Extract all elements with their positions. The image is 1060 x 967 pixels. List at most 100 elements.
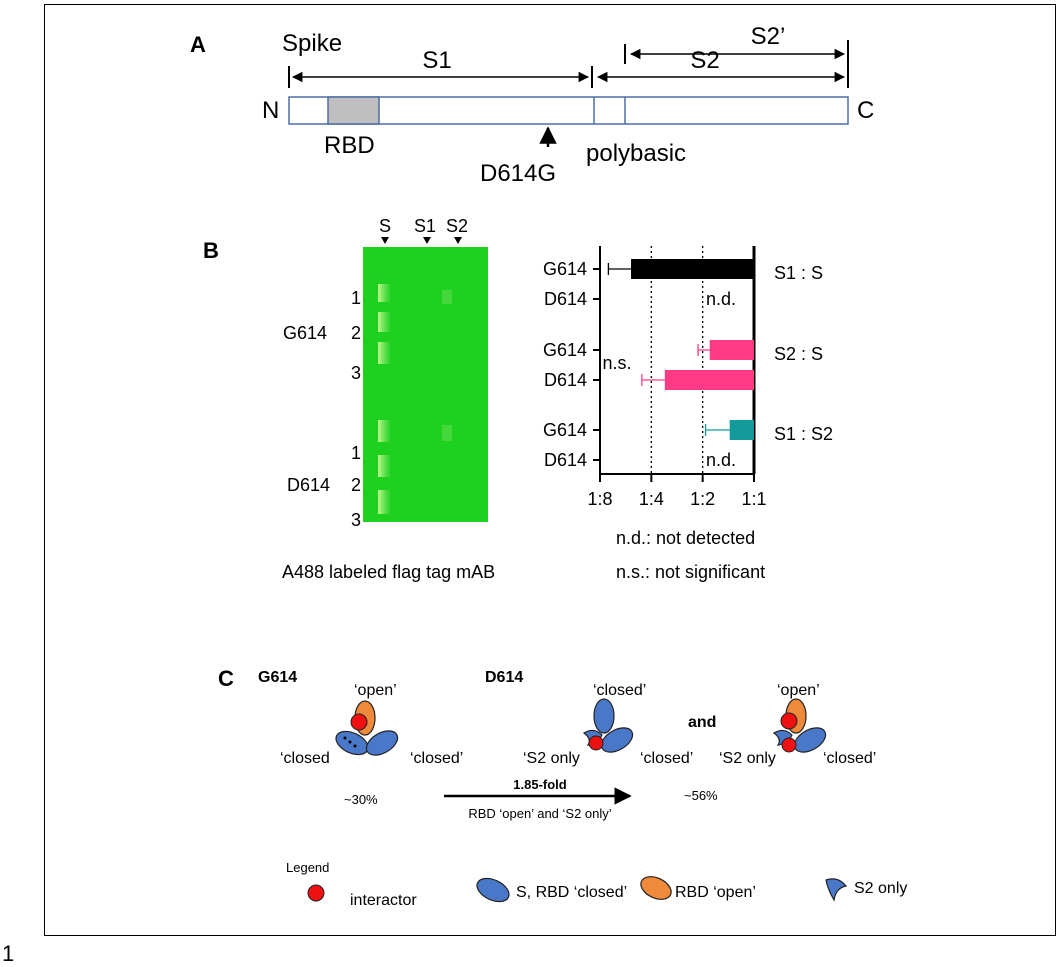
g614-trimer-model <box>335 700 399 756</box>
n-terminus-label: N <box>262 97 279 124</box>
g614-percent: ~30% <box>344 792 378 807</box>
gel-band <box>378 490 390 514</box>
x-tick-label: 1:4 <box>639 489 664 509</box>
y-category-label: G614 <box>543 340 587 360</box>
interactor-shape <box>780 712 798 730</box>
group-label-d614: D614 <box>287 475 330 495</box>
significance-annotation: n.s. <box>602 353 631 373</box>
gel-row-labels: 1 2 3 G614 1 2 3 D614 <box>283 288 361 530</box>
fold-change-caption: RBD ‘open’ and ‘S2 only’ <box>468 806 611 821</box>
ratio-bar-chart: 1:8 1:4 1:2 1:1 G614 D614 n.d. S1 : S G614 D614 S2… <box>543 246 833 509</box>
ratio-group-label: S2 : S <box>774 344 823 364</box>
d614-model2-right-label: ‘closed’ <box>823 750 876 767</box>
dot-marker <box>343 736 347 740</box>
panel-b: B S S1 S2 1 2 3 G614 1 2 <box>203 216 833 582</box>
ratio-group-label: S1 : S2 <box>774 424 833 444</box>
ratio-group-label: S1 : S <box>774 263 823 283</box>
bar <box>664 370 754 390</box>
s2-label: S2 <box>690 47 719 74</box>
rbd-box <box>327 96 380 125</box>
gel-band <box>378 312 390 332</box>
legend-open-swatch <box>640 876 672 900</box>
y-category-label: G614 <box>543 420 587 440</box>
y-category-label: D614 <box>544 450 587 470</box>
gel-lane-markers: S S1 S2 <box>379 216 468 244</box>
legend-closed-swatch <box>476 877 510 903</box>
d614-model1-top-label: ‘closed’ <box>593 682 646 699</box>
lane-marker-arrow-s1 <box>423 237 431 244</box>
y-category-label: D614 <box>544 370 587 390</box>
d614-model1-left-label: ‘S2 only <box>523 750 580 767</box>
panel-c: C G614 D614 ‘open’ ‘closed ‘closed’ ~30%… <box>218 666 907 909</box>
gel-band <box>378 420 390 442</box>
g614-closed-right-label: ‘closed’ <box>410 750 463 767</box>
s1-label: S1 <box>422 47 451 74</box>
x-tick-label: 1:1 <box>741 489 766 509</box>
lane-marker-s: S <box>379 216 391 236</box>
legend-closed-label: S, RBD ‘closed’ <box>516 884 627 901</box>
lane-marker-s2: S2 <box>446 216 468 236</box>
g614-title: G614 <box>258 669 297 686</box>
replicate-label: 2 <box>351 475 361 495</box>
interactor-shape <box>350 713 368 731</box>
y-category-label: G614 <box>543 259 587 279</box>
rbd-closed-shape <box>593 698 615 734</box>
bar <box>631 259 754 279</box>
d614-model2-left-label: ‘S2 only <box>719 750 776 767</box>
x-tick-label: 1:8 <box>587 489 612 509</box>
gel-band <box>442 290 452 304</box>
gel-band <box>378 455 390 477</box>
panel-c-legend: Legend interactor S, RBD ‘closed’ RBD ‘o… <box>286 860 907 909</box>
s2prime-label: S2’ <box>751 23 786 50</box>
gel-bands <box>378 284 452 514</box>
dot-marker <box>353 744 357 748</box>
note-not-detected: n.d.: not detected <box>616 528 755 548</box>
d614g-label: D614G <box>480 160 556 187</box>
legend-title: Legend <box>286 860 329 875</box>
replicate-label: 3 <box>351 510 361 530</box>
not-detected-annotation: n.d. <box>706 289 736 309</box>
lane-marker-s1: S1 <box>414 216 436 236</box>
d614-model1-right-label: ‘closed’ <box>640 750 693 767</box>
replicate-label: 1 <box>351 288 361 308</box>
x-tick-label: 1:2 <box>690 489 715 509</box>
page-number: 1 <box>2 941 15 966</box>
spike-domain-bar <box>288 96 849 125</box>
replicate-label: 1 <box>351 443 361 463</box>
c-terminus-label: C <box>857 97 874 124</box>
legend-interactor-label: interactor <box>350 892 417 909</box>
d614-title: D614 <box>485 669 523 686</box>
dot-marker <box>348 740 352 744</box>
bar <box>709 340 754 360</box>
figure-frame <box>44 4 1056 936</box>
panel-a: A Spike S1 S2 S2’ N C RBD D614G polybasi… <box>190 23 874 187</box>
d614-closed-model <box>582 698 634 753</box>
legend-s2only-swatch <box>825 878 848 902</box>
d614-open-model <box>772 698 827 753</box>
not-detected-annotation: n.d. <box>706 450 736 470</box>
d614-model2-top-label: ‘open’ <box>777 682 820 699</box>
gel-band <box>378 342 390 364</box>
legend-interactor-swatch <box>307 884 325 902</box>
interactor-shape <box>588 735 604 751</box>
panel-b-label: B <box>203 238 219 263</box>
rbd-label: RBD <box>324 132 375 159</box>
legend-open-label: RBD ‘open’ <box>675 884 756 901</box>
note-not-significant: n.s.: not significant <box>616 562 765 582</box>
and-label: and <box>688 714 716 731</box>
g614-closed-left-label: ‘closed <box>280 750 330 767</box>
gel-caption: A488 labeled flag tag mAB <box>282 562 495 582</box>
lane-marker-arrow-s <box>381 237 389 244</box>
polybasic-label: polybasic <box>586 140 686 167</box>
y-category-label: D614 <box>544 289 587 309</box>
lane-marker-arrow-s2 <box>454 237 462 244</box>
gel-band <box>378 284 390 302</box>
replicate-label: 2 <box>351 323 361 343</box>
panel-a-label: A <box>190 32 206 57</box>
g614-open-label: ‘open’ <box>354 682 397 699</box>
fold-change-label: 1.85-fold <box>513 777 567 792</box>
d614-percent: ~56% <box>684 788 718 803</box>
bar <box>729 420 754 440</box>
panel-c-label: C <box>218 666 234 691</box>
